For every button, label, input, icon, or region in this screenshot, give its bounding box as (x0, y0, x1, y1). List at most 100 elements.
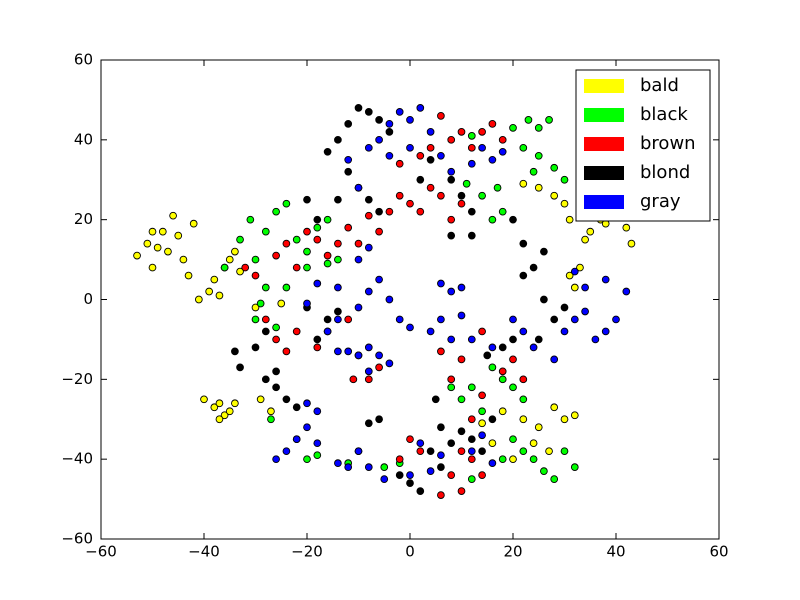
point (272, 367, 280, 376)
point (457, 128, 466, 136)
point (313, 235, 322, 244)
point (586, 227, 595, 236)
point (215, 415, 224, 424)
point (498, 367, 507, 376)
point (457, 447, 466, 456)
point (277, 299, 286, 308)
legend-label: black (640, 104, 688, 125)
point (292, 403, 301, 412)
point (344, 155, 353, 164)
point (303, 263, 311, 272)
point (560, 327, 569, 336)
point (426, 128, 435, 136)
legend: bald black brown blond gray (575, 69, 711, 222)
point (488, 363, 497, 372)
point (437, 112, 445, 120)
point (261, 375, 270, 384)
point (267, 407, 275, 416)
point (256, 299, 265, 308)
point (591, 335, 600, 344)
point (437, 315, 445, 324)
point (493, 183, 502, 192)
point (570, 315, 579, 324)
point (261, 283, 270, 292)
point (313, 407, 322, 416)
point (426, 467, 435, 475)
point (251, 255, 260, 264)
point (601, 327, 610, 336)
point (529, 167, 538, 176)
point (195, 295, 203, 304)
point (323, 251, 332, 260)
point (323, 327, 332, 336)
point (375, 275, 383, 284)
point (431, 395, 440, 404)
point (334, 283, 342, 292)
point (406, 143, 414, 152)
point (323, 215, 332, 224)
point (303, 423, 311, 432)
point (529, 455, 538, 464)
point (210, 403, 219, 412)
x-tick-label: −40 (188, 543, 220, 561)
point (488, 415, 497, 424)
point (364, 211, 373, 220)
x-tick-label: −20 (291, 543, 323, 561)
point (375, 135, 383, 144)
point (447, 335, 456, 344)
point (354, 447, 363, 456)
point (426, 183, 435, 192)
point (447, 383, 456, 392)
point (334, 347, 342, 356)
point (467, 159, 476, 168)
point (560, 447, 569, 456)
point (478, 327, 486, 336)
point (467, 415, 476, 424)
point (534, 423, 543, 432)
point (488, 343, 497, 352)
point (246, 215, 255, 224)
point (467, 435, 476, 444)
point (416, 447, 425, 456)
point (256, 395, 265, 404)
point (385, 207, 394, 216)
point (354, 351, 363, 360)
point (272, 335, 280, 344)
point (457, 191, 466, 200)
point (437, 451, 445, 460)
point (498, 455, 507, 464)
point (282, 239, 291, 248)
point (334, 255, 342, 264)
point (545, 447, 553, 456)
point (189, 219, 198, 228)
point (282, 447, 291, 456)
point (612, 315, 620, 324)
point (272, 323, 280, 332)
point (395, 315, 404, 324)
point (467, 383, 476, 392)
point (478, 143, 486, 152)
point (344, 167, 353, 176)
point (488, 439, 497, 448)
point (581, 235, 589, 244)
point (236, 363, 244, 372)
point (437, 463, 445, 472)
y-tick-label: 40 (74, 130, 93, 148)
point (550, 355, 559, 364)
point (385, 120, 394, 128)
x-tick-label: −60 (85, 543, 117, 561)
point (498, 135, 507, 144)
point (334, 135, 342, 144)
point (349, 375, 358, 384)
point (519, 375, 528, 384)
point (251, 271, 260, 280)
point (282, 283, 291, 292)
point (380, 475, 389, 483)
point (313, 215, 322, 224)
x-tick-label: 20 (503, 543, 522, 561)
point (534, 124, 543, 132)
point (385, 359, 394, 368)
point (426, 155, 435, 164)
point (210, 275, 219, 284)
point (467, 455, 476, 464)
